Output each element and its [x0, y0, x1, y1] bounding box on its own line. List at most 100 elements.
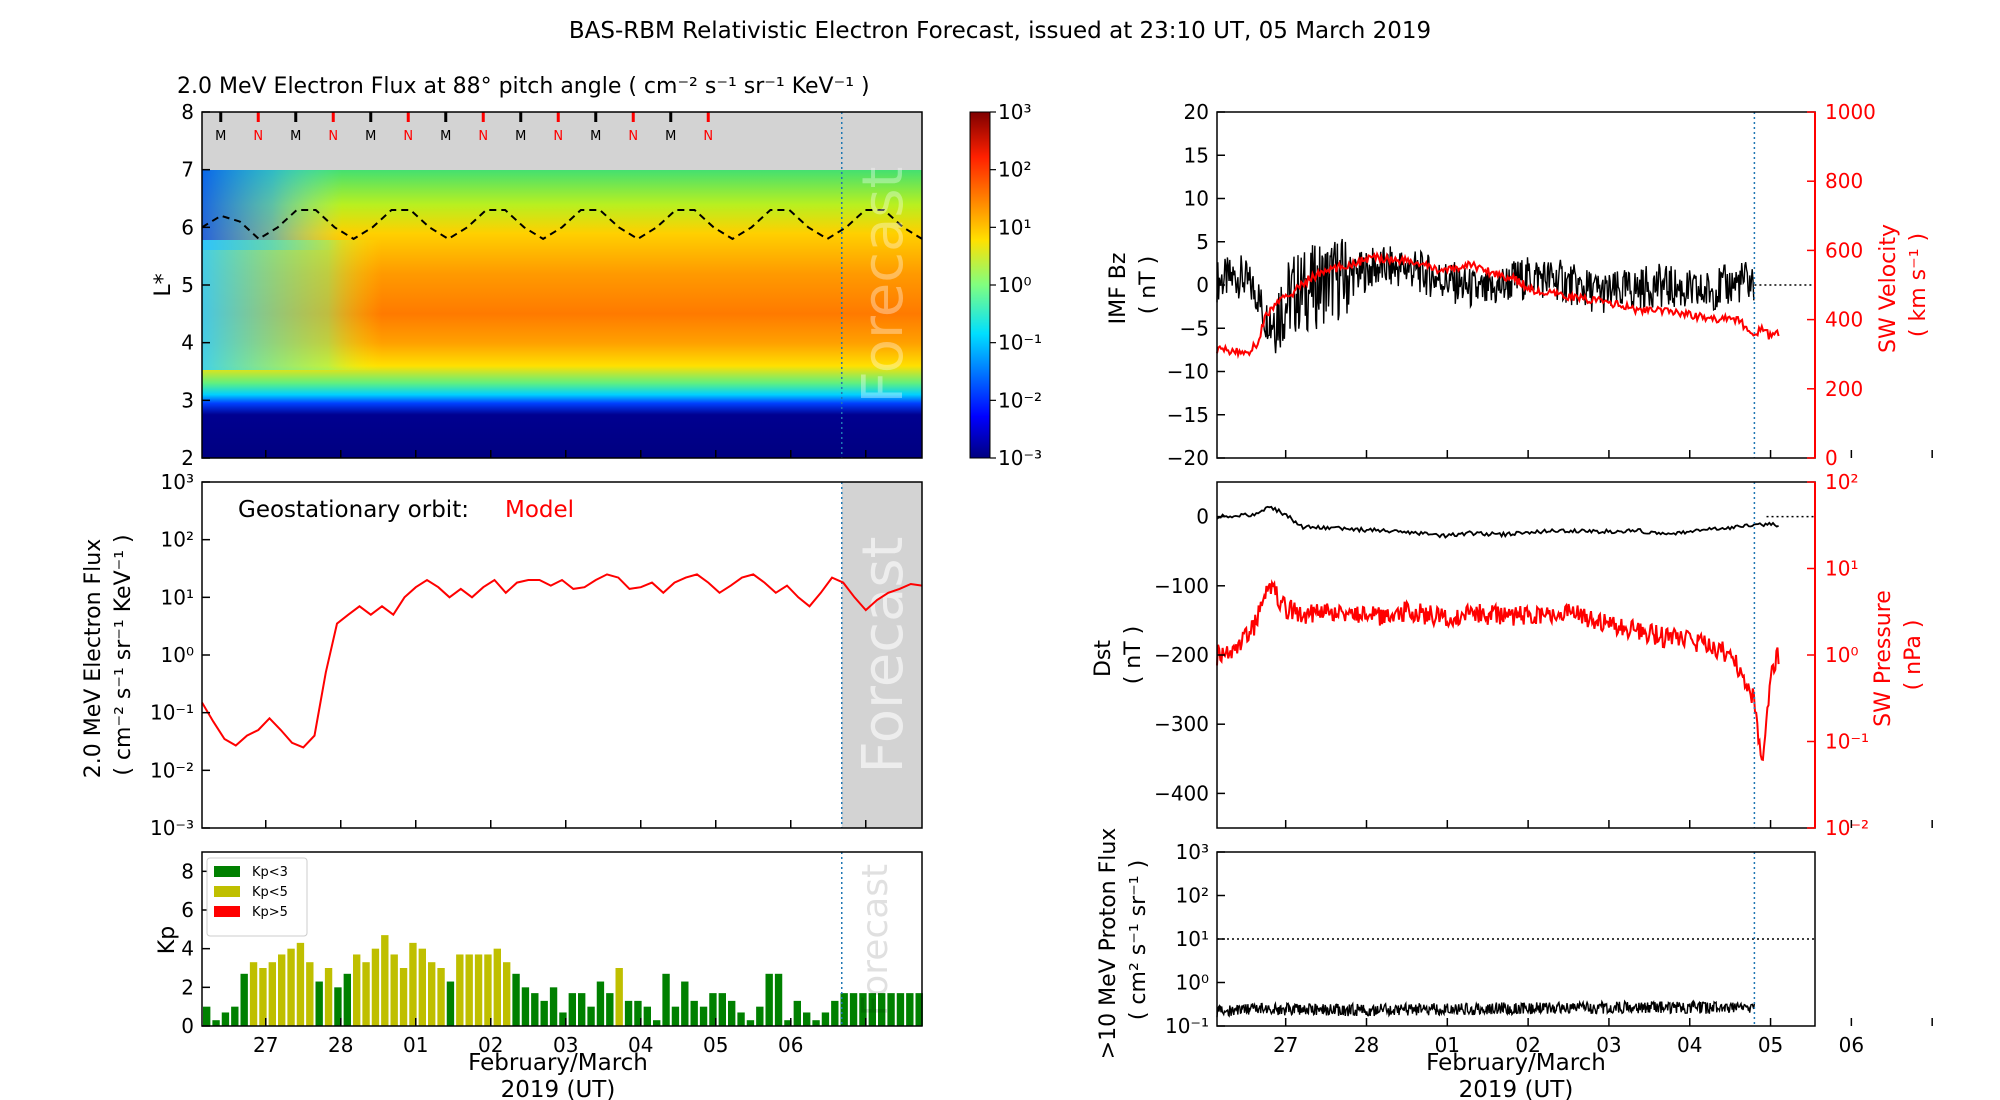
- y-tick-label: 800: [1825, 169, 1863, 193]
- kp-bar: [774, 973, 783, 1026]
- geo-orbit-line: [201, 209, 923, 241]
- kp-bar: [803, 1012, 811, 1026]
- kp-bar: [615, 968, 623, 1026]
- kp-bar: [784, 1020, 792, 1026]
- proton-frame: [1216, 851, 1816, 1027]
- colorbar-tick-label: 10¹: [998, 215, 1031, 239]
- early-low-flux: [202, 240, 382, 370]
- y-tick-label: 400: [1825, 308, 1863, 332]
- y-tick-label: 10²: [1825, 470, 1858, 494]
- proton-flux-line: [1216, 999, 1756, 1018]
- kp-bar: [456, 954, 464, 1026]
- mlt-marker-band: [202, 112, 922, 170]
- kp-bar: [428, 962, 436, 1026]
- kp-legend-label: Kp<5: [252, 885, 288, 900]
- geo-annotation-value: Model: [505, 497, 574, 523]
- mlt-marker-label: M: [515, 129, 526, 144]
- colorbar-tick-label: 10³: [998, 100, 1031, 124]
- dst-ylabel-line1: Dst: [1091, 640, 1116, 677]
- kp-bar: [559, 1012, 567, 1026]
- kp-bar: [324, 968, 333, 1026]
- sw-velocity-ylabel-line1: SW Velocity: [1876, 224, 1901, 353]
- kp-bar: [653, 1020, 661, 1026]
- geo-annotation-label: Geostationary orbit:: [238, 497, 469, 523]
- kp-bar: [699, 1006, 708, 1026]
- y-tick-label: −300: [1154, 712, 1209, 736]
- colorbar-tick-label: 10⁻¹: [998, 331, 1042, 355]
- colorbar-tick-label: 10²: [998, 158, 1031, 182]
- colorbar-tick-label: 10⁻²: [998, 388, 1042, 412]
- kp-bar: [549, 987, 558, 1026]
- proton-x-ticks: 27 28 01 02 03 04 05 06: [1273, 1018, 1933, 1057]
- kp-bar: [474, 954, 483, 1026]
- y-tick-label: 10⁻²: [150, 758, 194, 782]
- kp-bar: [512, 973, 520, 1026]
- x-tick-label: 01: [403, 1033, 428, 1057]
- x-tick-label: 02: [478, 1033, 503, 1057]
- kp-bar: [437, 968, 445, 1026]
- kp-bar: [756, 1006, 764, 1026]
- y-tick-label: 10³: [1176, 840, 1209, 864]
- geo-flux-ylabel: 2.0 MeV Electron Flux ( cm⁻² s⁻¹ sr⁻¹ Ke…: [81, 532, 136, 779]
- y-tick-label: −400: [1154, 781, 1209, 805]
- imf-y-ticks-right: 0 200 400 600 800 1000: [1807, 100, 1876, 470]
- mlt-marker-label: M: [440, 129, 451, 144]
- kp-bar: [578, 993, 586, 1026]
- geo-flux-line: [201, 573, 923, 749]
- kp-bars: [203, 935, 923, 1026]
- y-tick-label: 20: [1184, 100, 1209, 124]
- kp-bar: [540, 1000, 548, 1026]
- y-tick-label: 2: [181, 446, 194, 470]
- kp-bar: [606, 993, 614, 1026]
- y-tick-label: −15: [1167, 403, 1209, 427]
- kp-bar: [831, 1000, 839, 1026]
- kp-bar: [859, 993, 867, 1026]
- mlt-marker-label: N: [253, 129, 263, 144]
- kp-bar: [765, 973, 773, 1026]
- mlt-marker-label: N: [403, 129, 413, 144]
- kp-bar: [465, 954, 473, 1026]
- x-axis-label-left-line1: February/March: [468, 1050, 648, 1076]
- kp-bar: [362, 962, 370, 1026]
- proton-panel: 10⁻¹ 10⁰ 10¹ 10² 10³ 27 28 01 02 03 04 05 06 >10 Me…: [1096, 828, 1933, 1100]
- mlt-marker-label: M: [665, 129, 676, 144]
- y-tick-label: 10¹: [1825, 557, 1858, 581]
- y-tick-label: 5: [181, 273, 194, 297]
- y-tick-label: 2: [181, 975, 194, 999]
- kp-bar: [812, 1020, 820, 1026]
- kp-bar: [821, 1012, 830, 1026]
- geo-flux-x-ticks: [265, 820, 867, 828]
- kp-bar: [906, 993, 914, 1026]
- dst-y-ticks-left: −400 −300 −200 −100 0: [1154, 505, 1225, 805]
- dst-panel: −400 −300 −200 −100 0 10⁻² 10⁻¹ 10⁰ 10¹ 10² Dst …: [1091, 470, 1933, 840]
- y-tick-label: 6: [181, 215, 194, 239]
- y-tick-label: 10³: [161, 470, 194, 494]
- proton-y-ticks: 10⁻¹ 10⁰ 10¹ 10² 10³: [1165, 840, 1225, 1038]
- x-tick-label: 06: [778, 1033, 803, 1057]
- kp-legend-swatch-yellow: [214, 886, 240, 897]
- x-tick-label: 03: [1596, 1033, 1621, 1057]
- x-axis-label-right-line1: February/March: [1426, 1050, 1606, 1076]
- kp-y-ticks: 0 2 4 6 8: [181, 859, 210, 1038]
- kp-bar: [849, 993, 858, 1026]
- y-tick-label: 10⁻¹: [1165, 1014, 1209, 1038]
- y-tick-label: 10⁻¹: [1825, 730, 1869, 754]
- kp-bar: [634, 1000, 642, 1026]
- flux-map-y-ticks: 2 3 4 5 6 7 8: [181, 100, 210, 470]
- kp-bar: [343, 973, 351, 1026]
- y-tick-label: 10²: [1176, 884, 1209, 908]
- kp-bar: [278, 954, 286, 1026]
- y-tick-label: 15: [1184, 143, 1209, 167]
- geo-flux-y-ticks: 10⁻³ 10⁻² 10⁻¹ 10⁰ 10¹ 10² 10³: [150, 470, 210, 840]
- sw-pressure-ylabel: SW Pressure ( nPa ): [1871, 583, 1926, 727]
- x-tick-label: 28: [328, 1033, 353, 1057]
- x-tick-label: 05: [703, 1033, 728, 1057]
- kp-legend-label: Kp>5: [252, 905, 288, 920]
- forecast-watermark: Forecast: [855, 864, 896, 1016]
- colorbar: [969, 111, 991, 459]
- kp-frame: [201, 851, 923, 1027]
- kp-bar: [690, 1000, 698, 1026]
- kp-bar: [681, 981, 689, 1026]
- kp-bar: [728, 1000, 736, 1026]
